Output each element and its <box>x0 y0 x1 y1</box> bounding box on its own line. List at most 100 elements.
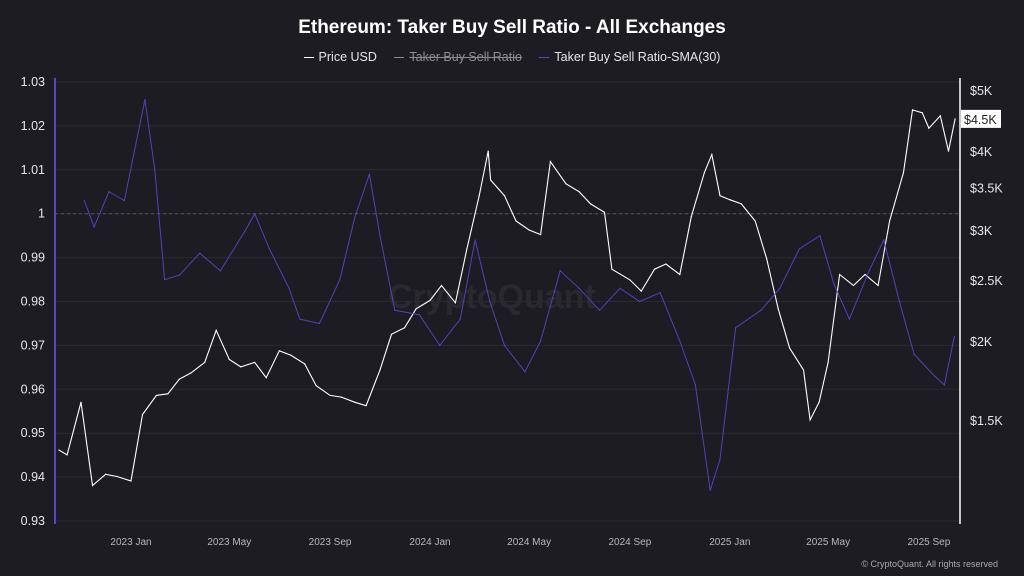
sma-point <box>83 199 85 202</box>
price-point <box>478 195 480 197</box>
sma-point <box>354 217 356 219</box>
current-price-label: $4.5K <box>964 113 997 127</box>
price-point <box>515 220 517 222</box>
sma-point <box>709 489 711 491</box>
sma-point <box>163 278 166 281</box>
price-point <box>178 378 180 380</box>
price-point <box>549 161 552 163</box>
sma-point <box>199 252 201 254</box>
price-point <box>105 473 107 475</box>
x-tick-label: 2025 May <box>806 537 850 548</box>
sma-point <box>679 340 681 342</box>
sma-point <box>108 191 110 193</box>
price-point <box>155 394 157 397</box>
price-point <box>290 354 292 356</box>
sma-point <box>339 278 341 281</box>
price-point <box>329 394 331 397</box>
y-right-tick-label: $3.5K <box>970 182 1003 196</box>
price-point <box>802 369 805 371</box>
y-left-tick-label: 1.03 <box>21 75 45 89</box>
current-price-badge <box>961 109 1001 128</box>
watermark: CryptoQuant <box>388 278 596 316</box>
sma-point <box>848 318 851 320</box>
legend: Price USD Taker Buy Sell Ratio Taker Buy… <box>0 50 1024 64</box>
price-point <box>789 347 791 349</box>
y-right-tick-label: $1.5K <box>970 414 1003 428</box>
price-point <box>204 361 206 364</box>
price-point <box>503 195 506 197</box>
sma-point <box>868 270 870 272</box>
sma-point <box>178 274 180 276</box>
sma-point <box>439 344 441 346</box>
sma-point <box>379 235 381 237</box>
x-tick-label: 2025 Sep <box>907 537 950 548</box>
y-right-tick-label: $2.5K <box>970 274 1003 288</box>
legend-item-sma[interactable]: Taker Buy Sell Ratio-SMA(30) <box>539 50 720 64</box>
sma-point <box>943 384 946 386</box>
sma-point <box>459 318 461 320</box>
price-point <box>740 203 742 205</box>
sma-point <box>254 213 256 215</box>
x-tick-label: 2023 Jan <box>110 537 151 548</box>
sma-point <box>524 371 526 373</box>
x-tick-label: 2023 Sep <box>309 537 352 548</box>
price-point <box>130 480 132 482</box>
sma-point <box>659 292 661 294</box>
sma-point <box>719 458 721 461</box>
legend-item-ratio[interactable]: Taker Buy Sell Ratio <box>394 50 522 64</box>
legend-label: Taker Buy Sell Ratio-SMA(30) <box>554 50 721 64</box>
price-point <box>902 171 905 174</box>
sma-point <box>318 322 321 325</box>
price-point <box>578 191 580 193</box>
price-point <box>340 396 343 398</box>
sma-point <box>154 169 156 171</box>
price-point <box>240 366 242 368</box>
copyright-footer: © CryptoQuant. All rights reserved <box>861 559 998 569</box>
price-point <box>487 150 489 152</box>
sma-point <box>474 239 476 241</box>
price-point <box>640 290 642 292</box>
price-point <box>466 248 468 250</box>
y-right-tick-label: $4K <box>970 145 993 159</box>
y-left-tick-label: 0.97 <box>21 338 45 352</box>
price-point <box>58 449 60 451</box>
price-point <box>777 308 779 310</box>
price-point <box>429 299 431 301</box>
price-point <box>809 419 811 421</box>
sma-point <box>394 309 396 311</box>
sma-point <box>489 300 491 303</box>
price-point <box>954 118 956 120</box>
sma-point <box>694 384 697 386</box>
price-point <box>589 203 592 205</box>
price-point <box>228 358 230 361</box>
legend-item-price[interactable]: Price USD <box>303 50 377 64</box>
y-right-tick-label: $5K <box>970 84 993 98</box>
sma-point <box>883 239 885 241</box>
price-point <box>766 258 768 260</box>
price-point <box>703 171 706 174</box>
sma-point <box>760 309 762 311</box>
sma-point <box>898 300 900 303</box>
price-point <box>690 215 692 218</box>
x-tick-label: 2024 May <box>507 537 551 548</box>
price-usd-line <box>58 109 956 487</box>
sma-point <box>144 98 146 101</box>
price-point <box>711 153 713 156</box>
price-point <box>215 329 217 331</box>
sma-point <box>578 287 580 289</box>
legend-swatch <box>303 57 314 59</box>
sma-point <box>268 248 271 250</box>
sma-point <box>299 318 301 320</box>
price-point <box>365 405 367 407</box>
price-point <box>877 284 879 287</box>
chart-title: Ethereum: Taker Buy Sell Ratio - All Exc… <box>298 17 726 38</box>
price-point <box>304 363 306 365</box>
sma-point <box>93 226 95 228</box>
price-point <box>116 475 118 478</box>
sma-point <box>734 327 737 329</box>
sma-point <box>619 287 621 289</box>
legend-swatch <box>394 57 405 59</box>
price-point <box>80 401 82 403</box>
sma-point <box>934 375 936 377</box>
price-point <box>629 279 631 281</box>
